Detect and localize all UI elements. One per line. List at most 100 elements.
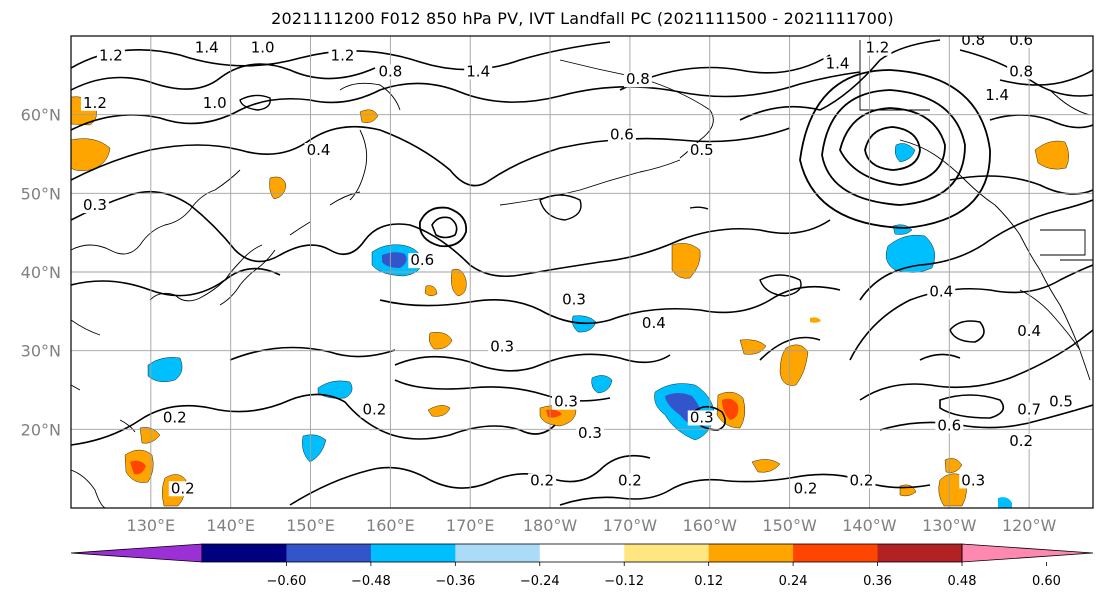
contour-label-bg (607, 127, 636, 143)
contour-label: 0.3 (83, 196, 107, 214)
lat-tick-label: 30°N (21, 342, 61, 361)
longitude-labels: 130°E 140°E 150°E 160°E 170°E 180°W 170°W 160°W… (127, 516, 1057, 535)
contour-label-bg (528, 473, 557, 489)
lat-tick-label: 20°N (21, 420, 61, 439)
contour-label-bg (200, 95, 229, 111)
contour-label: 1.2 (83, 94, 107, 112)
lon-tick-label: 140°E (206, 516, 255, 535)
lon-tick-label: 150°W (762, 516, 817, 535)
contour-label-bg (847, 473, 876, 489)
contour-label: 0.2 (850, 471, 874, 489)
lon-tick-label: 180°W (523, 516, 578, 535)
contour-label-bg (575, 426, 604, 442)
colorbar-tick-label: 0.48 (948, 574, 977, 589)
contour-label: 0.6 (1009, 31, 1033, 49)
contour-label: 1.4 (826, 54, 850, 72)
contour-label: 0.7 (1017, 401, 1041, 419)
contour-label-bg (96, 48, 125, 64)
colorbar-tick-label: −0.60 (267, 574, 307, 589)
colorbar-segment (877, 544, 963, 562)
contour-label-bg (192, 40, 221, 56)
colorbar-tick-label: −0.48 (351, 574, 391, 589)
contour-label: 0.2 (618, 471, 642, 489)
contour-label: 0.3 (562, 290, 586, 308)
contour-label-bg (1015, 402, 1044, 418)
contour-label: 0.4 (307, 141, 331, 159)
colorbar-tick-label: −0.12 (604, 574, 644, 589)
contour-label-bg (168, 481, 197, 497)
contour-label: 0.2 (163, 408, 187, 426)
contour-label: 0.6 (410, 251, 434, 269)
contour-label: 1.4 (466, 62, 490, 80)
contour-label-bg (560, 292, 589, 308)
colorbar-segment (286, 544, 372, 562)
colorbar-segment (202, 544, 287, 562)
contour-label-bg (80, 95, 109, 111)
colorbar-extend-max (961, 543, 1094, 563)
contour-label-bg (639, 316, 668, 332)
lon-tick-label: 130°W (922, 516, 977, 535)
colorbar-tick-label: −0.36 (435, 574, 475, 589)
contour-label: 1.2 (331, 47, 355, 65)
colorbar-segment (370, 544, 456, 562)
contour-label: 0.8 (378, 62, 402, 80)
contour-label-bg (1007, 36, 1036, 48)
lon-tick-label: 160°W (683, 516, 738, 535)
contour-label-bg (687, 143, 716, 158)
lat-tick-label: 50°N (21, 184, 61, 203)
contour-label-bg (983, 87, 1012, 103)
contour-label-bg (623, 72, 652, 88)
contour-label: 1.0 (203, 94, 227, 112)
contour-label: 0.6 (610, 125, 634, 143)
lon-tick-label: 150°E (286, 516, 335, 535)
lon-tick-label: 170°E (446, 516, 495, 535)
lon-tick-label: 160°E (366, 516, 415, 535)
contour-label: 0.5 (690, 141, 714, 159)
contour-label-bg (959, 36, 988, 48)
contour-label-bg (552, 394, 581, 410)
contour-label-bg (376, 64, 405, 80)
contour-label-bg (1007, 434, 1036, 450)
contour-label: 0.6 (937, 416, 961, 434)
colorbar (70, 543, 1094, 563)
contour-label: 0.3 (690, 408, 714, 426)
contour-label-bg (615, 473, 644, 489)
contour-label-bg (464, 64, 493, 80)
colorbar-segment (624, 544, 710, 562)
colorbar-tick-label: −0.24 (520, 574, 560, 589)
contour-label-bg (360, 402, 389, 418)
colorbar-tick-label: 0.24 (779, 574, 808, 589)
colorbar-tick-label: 0.60 (1032, 574, 1061, 589)
contour-label: 1.4 (195, 39, 219, 57)
contour-label: 0.2 (530, 471, 554, 489)
contour-label-bg (488, 339, 517, 355)
contour-labels: 1.2 1.4 1.0 1.20.8 1.41.2 1.00.40.80.60.51.41… (80, 31, 1076, 497)
colorbar-segment (793, 544, 879, 562)
lon-tick-label: 170°W (603, 516, 658, 535)
contour-label-bg (248, 40, 277, 56)
contour-label-bg (791, 481, 820, 497)
lat-tick-label: 40°N (21, 263, 61, 282)
colorbar-tick-labels: −0.60 −0.48 −0.36 −0.24 −0.12 0.12 0.24 0.36 0.4… (267, 562, 1061, 589)
contour-label-bg (687, 410, 716, 426)
lon-tick-label: 140°W (842, 516, 897, 535)
contour-label-bg (304, 143, 333, 158)
contour-label: 0.2 (1009, 432, 1033, 450)
contour-label: 0.2 (171, 479, 195, 497)
contour-label-bg (959, 473, 988, 489)
contour-label: 0.2 (794, 479, 818, 497)
contour-label: 0.5 (1049, 393, 1073, 411)
colorbar-tick-label: 0.36 (863, 574, 892, 589)
lat-tick-label: 60°N (21, 106, 61, 125)
contour-label-bg (823, 56, 852, 72)
lat-lon-grid (71, 36, 1093, 508)
contour-label-bg (927, 284, 956, 300)
contour-label: 1.0 (251, 39, 275, 57)
contour-label-bg (328, 48, 357, 64)
contour-label-bg (408, 253, 437, 269)
contour-label-bg (1015, 323, 1044, 339)
contour-label: 1.4 (985, 86, 1009, 104)
contour-label: 1.2 (99, 47, 123, 65)
map-frame (70, 35, 1094, 509)
contour-label: 0.3 (554, 393, 578, 411)
